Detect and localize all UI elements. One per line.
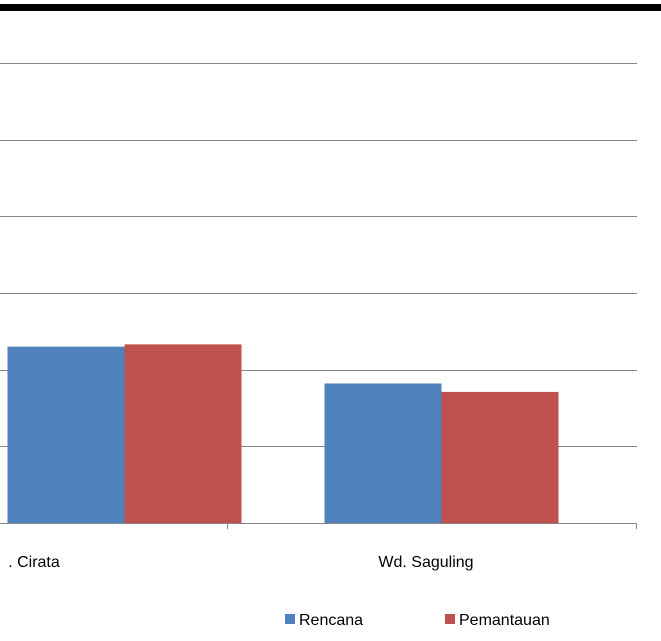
legend-label-pemantauan: Pemantauan [459, 612, 550, 629]
bar-rencana-1 [324, 383, 442, 523]
bars [7, 344, 559, 523]
category-label: . Cirata [8, 554, 60, 571]
category-label: Wd. Saguling [378, 554, 473, 571]
top-border-bar [0, 4, 661, 11]
legend-swatch-rencana [285, 614, 295, 624]
legend-swatch-pemantauan [445, 614, 455, 624]
category-labels: . Cirata Wd. Saguling [8, 554, 473, 571]
x-axis [0, 523, 637, 529]
bar-pemantauan-1 [441, 391, 559, 523]
bar-pemantauan-0 [124, 344, 242, 523]
bar-rencana-0 [7, 346, 125, 523]
legend-label-rencana: Rencana [299, 612, 363, 629]
legend: Rencana Pemantauan [285, 612, 550, 629]
